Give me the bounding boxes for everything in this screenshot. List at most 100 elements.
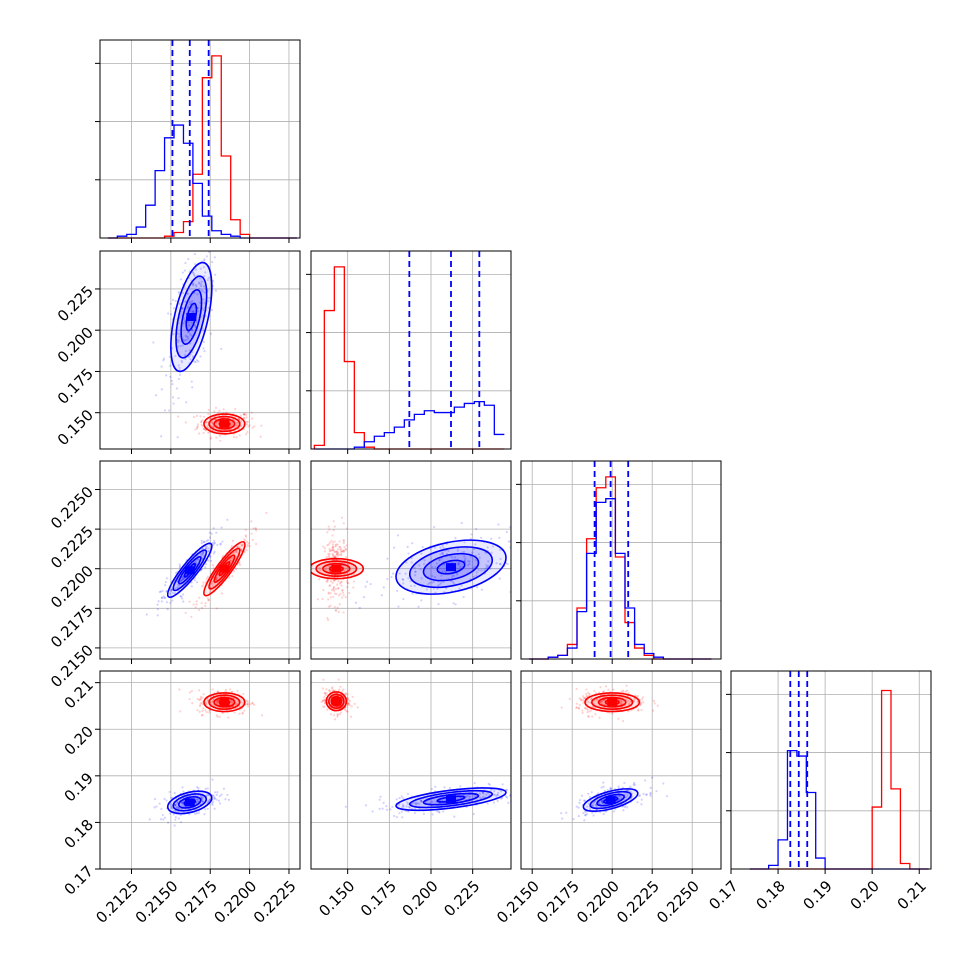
pair-0-1-blue-point xyxy=(181,306,184,310)
pair-0-2-red-point xyxy=(220,592,223,595)
pair-0-3-blue-point xyxy=(177,806,181,810)
pair-1-2-blue-point xyxy=(409,584,413,588)
pair-1-2-blue-point xyxy=(405,561,408,564)
pair-1-2-red-point xyxy=(341,596,344,599)
pair-2-3-red-point xyxy=(620,700,623,703)
pair-2-3-red-point xyxy=(639,704,642,707)
pair-2-3-red-point xyxy=(600,700,603,703)
pair-1-2-blue-point xyxy=(480,569,483,572)
pair-0-1-blue-point xyxy=(168,409,171,412)
pair-0-3-blue-point xyxy=(218,795,222,798)
pair-2-3-blue-point xyxy=(575,805,578,808)
hist-panel-3 xyxy=(726,670,932,874)
pair-1-2-blue-point xyxy=(450,556,454,559)
pair-bg-2-3 xyxy=(521,671,721,869)
pair-1-3-blue-point xyxy=(379,795,382,798)
pair-0-3-blue-point xyxy=(176,806,180,809)
pair-0-1-blue-point xyxy=(178,333,181,336)
pair-1-2-blue-point xyxy=(443,563,446,566)
pair-0-2-blue-point xyxy=(213,542,216,545)
pair-2-3-blue-point xyxy=(585,813,589,816)
pair-0-3-red-point xyxy=(242,692,245,696)
pair-0-2-red-point xyxy=(184,611,187,614)
pair-0-2-red-point xyxy=(250,532,253,535)
pair-0-2-blue-point xyxy=(206,539,210,542)
pair-1-3-blue-point xyxy=(437,810,440,813)
pair-0-2-blue-point xyxy=(209,556,212,559)
pair-0-1-red-point xyxy=(207,431,210,434)
pair-1-2-red-point xyxy=(328,584,331,588)
pair-2-3-red-point xyxy=(612,688,615,691)
pair-panel-0-1 xyxy=(95,243,301,454)
pair-1-2-blue-point xyxy=(490,551,493,554)
pair-0-1-red-point xyxy=(198,432,201,435)
pair-0-3-red-point xyxy=(209,700,213,704)
pair-1-3-red-point xyxy=(336,713,340,716)
pair-0-2-blue-point xyxy=(160,596,164,600)
pair-0-1-blue-point xyxy=(210,308,213,312)
pair-1-3-red-point xyxy=(322,699,325,702)
pair-1-2-red-point xyxy=(329,580,333,583)
pair-2-3-red-point xyxy=(586,710,589,714)
pair-0-3-blue-point xyxy=(174,818,177,821)
pair-2-3-blue-point xyxy=(583,799,586,802)
pair-1-2-blue-cloud xyxy=(342,521,511,609)
pair-2-3-blue-point xyxy=(637,794,641,797)
pair-0-3-red-point xyxy=(201,709,204,712)
pair-0-2-blue-point xyxy=(164,584,167,587)
pair-1-2-blue-point xyxy=(486,546,489,549)
pair-1-2-red-point xyxy=(334,550,337,553)
pair-0-1-blue-point xyxy=(184,334,187,337)
pair-0-2-blue-point xyxy=(181,577,184,580)
xtick-label-1-2: 0.200 xyxy=(399,877,442,920)
pair-1-2-blue-point xyxy=(397,605,400,608)
pair-0-1-red-point xyxy=(243,413,246,416)
pair-0-1-blue-point xyxy=(182,322,185,325)
pair-0-1-blue-cloud xyxy=(152,243,225,439)
pair-0-3-red-point xyxy=(227,716,230,719)
xtick-label-0-0: 0.2125 xyxy=(92,877,142,927)
pair-1-2-red-point xyxy=(326,616,329,620)
pair-1-2-blue-point xyxy=(472,575,475,578)
pair-0-1-red-point xyxy=(242,413,246,416)
pair-1-2-blue-point xyxy=(450,576,454,579)
pair-0-2-red-point xyxy=(246,540,249,543)
pair-frame-0-3 xyxy=(99,670,301,870)
pair-0-3-blue-point xyxy=(200,796,203,799)
pair-2-3-blue-point xyxy=(649,794,652,797)
pair-1-3-blue-point xyxy=(405,805,408,808)
xtick-label-1-3: 0.225 xyxy=(440,877,483,920)
pair-1-3-red-point xyxy=(336,715,339,718)
pair-2-3-blue-point xyxy=(591,803,594,806)
pair-0-1-red-point xyxy=(246,420,250,423)
pair-1-2-red-point xyxy=(332,579,335,582)
pair-0-3-red-point xyxy=(238,712,241,715)
pair-2-3-blue-point xyxy=(609,787,612,791)
pair-0-2-red-point xyxy=(228,559,232,562)
pair-2-3-red-point xyxy=(586,708,589,712)
pair-0-2-red-point xyxy=(206,575,209,578)
pair-2-3-red-point xyxy=(582,701,585,704)
pair-0-1-blue-point xyxy=(210,245,212,247)
pair-1-3-blue-point xyxy=(483,796,486,799)
pair-0-2-red-point xyxy=(241,544,244,547)
pair-1-2-red-point xyxy=(339,547,343,550)
pair-1-2-blue-point xyxy=(472,547,476,551)
pair-1-3-red-point xyxy=(328,689,331,692)
pair-1-2-blue-point xyxy=(413,566,416,569)
pair-0-1-blue-point xyxy=(190,321,193,324)
pair-0-3-red-point xyxy=(208,709,211,712)
pair-2-3-blue-point xyxy=(602,813,605,816)
pair-0-1-blue-point xyxy=(209,243,211,245)
pair-1-2-red-peak xyxy=(331,564,342,573)
pair-0-3-blue-point xyxy=(160,807,163,811)
pair-1-3-blue-point xyxy=(414,801,417,804)
pair-0-2-red-point xyxy=(251,538,254,541)
pair-0-2-blue-point xyxy=(196,558,199,561)
pair-0-2-blue-point xyxy=(211,541,214,544)
pair-0-3-blue-point xyxy=(214,791,217,794)
pair-1-2-blue-point xyxy=(463,559,466,562)
pair-0-3-red-point xyxy=(216,699,219,702)
xtick-label-1-0: 0.150 xyxy=(315,877,358,920)
pair-0-1-blue-point xyxy=(186,337,190,340)
